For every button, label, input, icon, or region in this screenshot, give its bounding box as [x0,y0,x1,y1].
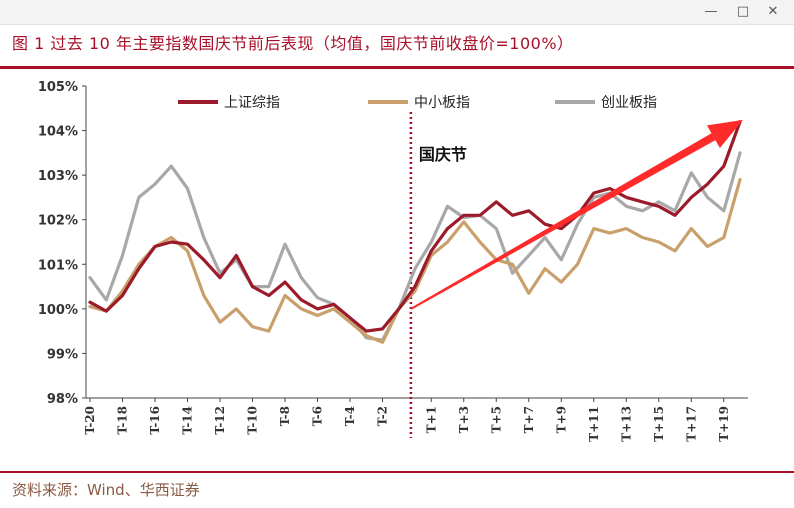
trend-arrow [410,119,743,310]
legend-label: 上证综指 [224,95,280,111]
window-title-bar: — □ ✕ [0,0,794,25]
x-tick-label: T-12 [213,406,227,435]
x-tick-label: T-20 [83,406,97,435]
series-line [88,151,742,342]
x-tick-label: T-18 [116,406,130,435]
legend: 上证综指 中小板指 创业板指 [178,95,657,111]
x-tick-label: T+5 [489,406,503,433]
maximize-icon[interactable]: □ [736,4,750,19]
title-divider [0,66,794,69]
trend-arrow-shaft [410,133,716,310]
legend-label: 中小板指 [414,95,470,111]
y-tick-label: 102% [38,214,78,229]
x-tick-label: T+19 [717,406,731,442]
holiday-annotation: 国庆节 [419,145,467,164]
minimize-icon[interactable]: — [704,4,718,19]
x-tick-label: T+1 [424,406,438,433]
series-line [88,120,742,333]
x-tick-label: T+11 [587,406,601,442]
x-tick-label: T+9 [554,406,568,433]
y-tick-label: 104% [38,125,78,140]
x-tick-label: T-8 [278,406,292,426]
x-tick-label: T-6 [311,406,325,426]
source-note: 资料来源：Wind、华西证券 [12,481,200,499]
x-axis: T-20 T-18 T-16 T-14 T-12 T-10 T-8 T-6 T-4 T-2 T+1 T… [83,397,748,442]
y-tick-label: 101% [38,258,78,273]
series-line [88,178,742,344]
footer-divider [0,471,794,473]
x-tick-label: T-10 [246,406,260,435]
chart-area: 98%99%100%101%102%103%104%105% T-20 T-18 T… [38,80,748,442]
x-tick-label: T-16 [148,406,162,435]
y-tick-label: 98% [47,392,78,407]
chart-title: 图 1 过去 10 年主要指数国庆节前后表现（均值，国庆节前收盘价=100%） [12,34,574,53]
x-tick-label: T+7 [522,406,536,433]
y-tick-label: 99% [47,347,78,362]
legend-label: 创业板指 [601,95,657,111]
y-tick-label: 103% [38,169,78,184]
x-tick-label: T-2 [376,406,390,426]
x-tick-label: T+17 [684,406,698,442]
x-tick-label: T+15 [652,406,666,442]
x-tick-label: T+3 [457,406,471,433]
y-tick-label: 100% [38,303,78,318]
series-lines [88,120,742,344]
x-tick-label: T-4 [343,406,357,426]
trend-arrow-head [707,119,743,149]
x-tick-label: T+13 [619,406,633,442]
y-tick-label: 105% [38,80,78,95]
close-icon[interactable]: ✕ [767,4,779,19]
x-tick-label: T-14 [181,406,195,435]
y-axis: 98% 99% 100% 101% 102% 103% 104% 105% [38,80,87,407]
